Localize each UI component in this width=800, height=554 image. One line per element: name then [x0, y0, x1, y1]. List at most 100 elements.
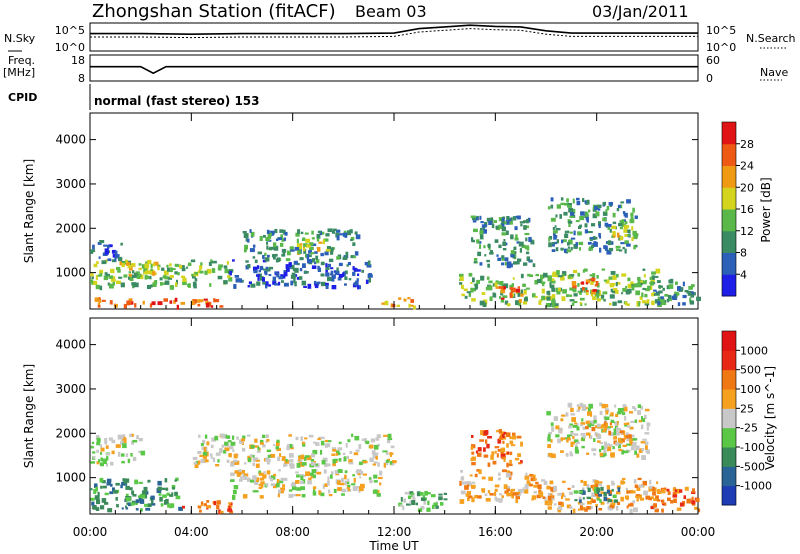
heatmap-cell: [612, 301, 617, 306]
heatmap-cell: [557, 275, 563, 278]
heatmap-cell: [498, 217, 504, 222]
heatmap-cell: [480, 230, 484, 233]
heatmap-cell: [499, 493, 503, 496]
y-tick-label: 3000: [55, 382, 86, 396]
heatmap-cell: [303, 271, 309, 274]
heatmap-cell: [174, 271, 178, 275]
heatmap-cell: [649, 479, 652, 485]
colorbar-segment: [722, 408, 736, 429]
heatmap-cell: [303, 249, 307, 254]
heatmap-cell: [629, 443, 635, 446]
heatmap-cell: [409, 304, 414, 307]
heatmap-cell: [540, 274, 545, 279]
heatmap-cell: [652, 275, 655, 280]
x-tick-label: 00:00: [73, 525, 108, 539]
heatmap-cell: [500, 453, 506, 458]
heatmap-cell: [179, 264, 183, 269]
heatmap-cell: [276, 257, 280, 262]
heatmap-cell: [683, 495, 686, 500]
heatmap-cell: [610, 454, 615, 458]
heatmap-cell: [338, 469, 343, 473]
heatmap-cell: [459, 480, 462, 486]
heatmap-cell: [479, 300, 485, 306]
heatmap-cell: [541, 288, 545, 294]
heatmap-cell: [599, 452, 604, 457]
heatmap-cell: [525, 251, 530, 255]
heatmap-cell: [157, 480, 162, 486]
heatmap-cell: [582, 269, 585, 273]
heatmap-cell: [527, 217, 531, 223]
heatmap-cell: [469, 474, 473, 477]
heatmap-cell: [567, 487, 571, 490]
velocity-ylabel: Slant Range [km]: [22, 364, 36, 468]
heatmap-cell: [503, 239, 506, 242]
heatmap-cell: [489, 493, 494, 496]
heatmap-cell: [605, 443, 611, 446]
heatmap-cell: [615, 506, 619, 511]
heatmap-cell: [555, 303, 559, 307]
heatmap-cell: [622, 444, 627, 447]
heatmap-cell: [626, 505, 629, 509]
heatmap-cell: [125, 493, 129, 497]
heatmap-cell: [564, 437, 567, 440]
heatmap-cell: [624, 301, 628, 306]
heatmap-cell: [316, 234, 321, 239]
heatmap-cell: [671, 295, 676, 300]
heatmap-cell: [174, 479, 177, 482]
heatmap-cell: [674, 489, 678, 493]
heatmap-cell: [577, 283, 580, 287]
heatmap-cell: [280, 477, 284, 482]
heatmap-cell: [244, 462, 247, 465]
heatmap-cell: [357, 472, 361, 476]
heatmap-cell: [486, 217, 491, 222]
heatmap-cell: [571, 302, 575, 306]
heatmap-cell: [612, 275, 616, 280]
heatmap-cell: [332, 449, 337, 452]
heatmap-cell: [283, 463, 286, 467]
heatmap-cell: [610, 419, 615, 424]
heatmap-cell: [637, 477, 642, 481]
heatmap-cell: [280, 487, 286, 491]
heatmap-cell: [359, 470, 364, 475]
heatmap-cell: [603, 452, 607, 457]
heatmap-cell: [438, 496, 443, 501]
heatmap-cell: [118, 276, 123, 279]
heatmap-cell: [644, 441, 649, 445]
heatmap-cell: [186, 266, 189, 269]
heatmap-cell: [606, 485, 610, 490]
heatmap-cell: [174, 297, 178, 302]
heatmap-cell: [324, 439, 328, 442]
heatmap-cell: [602, 429, 607, 433]
heatmap-cell: [104, 441, 108, 445]
heatmap-cell: [245, 260, 249, 263]
heatmap-cell: [466, 490, 471, 496]
heatmap-cell: [267, 454, 271, 458]
heatmap-cell: [636, 282, 642, 288]
heatmap-cell: [594, 293, 600, 297]
heatmap-cell: [516, 241, 520, 244]
heatmap-cell: [551, 294, 556, 299]
heatmap-cell: [339, 482, 345, 486]
heatmap-cell: [599, 410, 603, 416]
heatmap-cell: [218, 264, 223, 268]
heatmap-cell: [385, 450, 389, 455]
heatmap-cell: [641, 300, 647, 304]
heatmap-cell: [352, 242, 356, 246]
heatmap-cell: [160, 503, 164, 507]
heatmap-cell: [325, 266, 330, 270]
nave-right-label: Nave: [760, 66, 788, 79]
heatmap-cell: [224, 268, 229, 274]
heatmap-cell: [590, 280, 594, 285]
heatmap-cell: [587, 242, 592, 245]
heatmap-cell: [249, 229, 252, 233]
heatmap-cell: [93, 263, 98, 268]
heatmap-cell: [181, 275, 185, 278]
heatmap-cell: [590, 505, 593, 509]
heatmap-cell: [623, 225, 628, 230]
heatmap-cell: [513, 246, 517, 250]
heatmap-cell: [305, 471, 310, 477]
heatmap-cell: [423, 500, 427, 505]
heatmap-cell: [274, 283, 279, 286]
heatmap-cell: [553, 232, 556, 236]
